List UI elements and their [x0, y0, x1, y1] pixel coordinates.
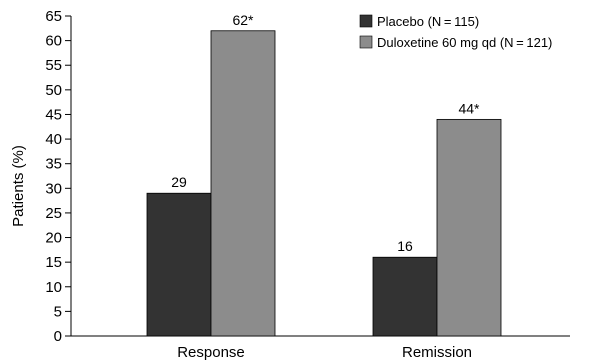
data-label: 62* — [232, 12, 254, 28]
bar-remission-series-1 — [372, 256, 438, 337]
data-label: 16 — [397, 238, 413, 254]
y-tick-label: 0 — [54, 328, 62, 345]
data-label: 29 — [171, 174, 187, 190]
y-tick-label: 45 — [45, 106, 62, 123]
bar-response-series-2 — [210, 30, 276, 337]
y-tick-label: 50 — [45, 82, 62, 99]
y-tick-label: 20 — [45, 230, 62, 247]
legend-swatch — [359, 14, 373, 28]
legend-label: Placebo (N = 115) — [377, 14, 479, 29]
category-label-response: Response — [177, 344, 245, 361]
bar-remission-series-2 — [436, 118, 502, 337]
bar-response-series-1 — [146, 192, 212, 337]
y-tick-label: 65 — [45, 8, 62, 25]
legend: Placebo (N = 115) Duloxetine 60 mg qd (N … — [359, 14, 552, 50]
data-labels: 29 62* 16 44* — [171, 12, 480, 254]
category-label-remission: Remission — [402, 344, 472, 361]
y-tick-label: 15 — [45, 254, 62, 271]
y-tick-label: 60 — [45, 33, 62, 50]
y-tick-label: 10 — [45, 279, 62, 296]
y-axis: 0 5 10 15 20 25 30 35 40 45 50 55 60 65 — [45, 8, 72, 345]
legend-swatch — [359, 35, 373, 49]
bars — [146, 30, 502, 337]
y-tick-label: 40 — [45, 131, 62, 148]
legend-label: Duloxetine 60 mg qd (N = 121) — [377, 35, 552, 50]
category-labels: Response Remission — [177, 344, 472, 361]
y-axis-title: Patients (%) — [10, 145, 27, 227]
y-tick-label: 35 — [45, 156, 62, 173]
data-label: 44* — [458, 100, 480, 116]
y-tick-label: 55 — [45, 57, 62, 74]
y-tick-label: 25 — [45, 205, 62, 222]
y-tick-label: 30 — [45, 180, 62, 197]
y-tick-label: 5 — [54, 303, 62, 320]
